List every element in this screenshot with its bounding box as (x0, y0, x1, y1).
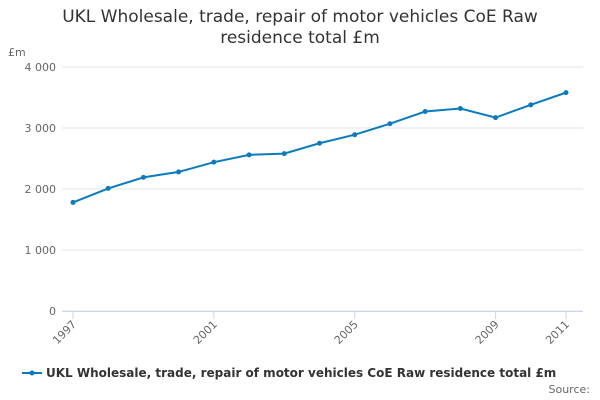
y-unit: £m (8, 46, 26, 59)
y-tick-label: 3 000 (25, 122, 57, 135)
chart-title: UKL Wholesale, trade, repair of motor ve… (62, 7, 538, 48)
point (281, 151, 287, 157)
x-tick-label: 2001 (191, 318, 220, 347)
x-tick-label: 2011 (543, 318, 572, 347)
point (70, 199, 76, 205)
point (317, 140, 322, 146)
x-tick-label: 2009 (473, 318, 502, 347)
y-tick-label: 0 (49, 305, 56, 318)
point (176, 169, 182, 175)
point (352, 132, 358, 138)
point (528, 102, 534, 108)
line (72, 91, 567, 204)
y-tick-label: 4 000 (25, 61, 57, 74)
source: Source: (549, 383, 591, 396)
point (387, 121, 393, 127)
point (211, 159, 217, 165)
point (140, 174, 146, 180)
point (422, 109, 428, 115)
legend-label: UKL Wholesale, trade, repair of motor ve… (46, 366, 556, 380)
legend-symbol-dot (29, 370, 35, 376)
point (457, 105, 463, 111)
point (105, 185, 111, 191)
point (246, 152, 252, 158)
point (563, 90, 569, 96)
x-tick-label: 1997 (50, 318, 79, 347)
point (493, 115, 499, 121)
y-tick-label: 2 000 (25, 183, 57, 196)
x-tick-label: 2005 (332, 318, 361, 347)
y-tick-label: 1 000 (25, 244, 57, 257)
